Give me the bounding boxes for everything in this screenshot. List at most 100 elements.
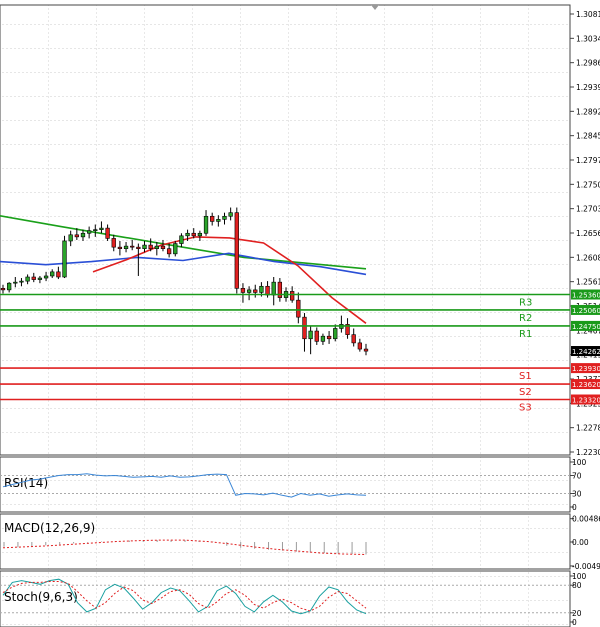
- candle-body: [222, 215, 227, 220]
- price-tick-label: 1.27500: [576, 180, 600, 189]
- price-tick-label: 1.22300: [576, 448, 600, 457]
- candle-body: [246, 289, 252, 293]
- price-tick-label: 1.26560: [576, 229, 600, 238]
- candle-body: [308, 330, 313, 340]
- candle-body: [99, 227, 104, 230]
- candle-body: [228, 212, 233, 217]
- moving-average-line: [0, 252, 367, 276]
- candle-body: [166, 248, 172, 255]
- macd-label: MACD(12,26,9): [4, 521, 95, 535]
- candle-body: [130, 245, 135, 248]
- candle-body: [56, 271, 61, 278]
- candle-body: [203, 215, 209, 234]
- price-tick-label: 1.25610: [576, 278, 600, 287]
- macd-panel: MACD(12,26,9) 0.00486 0.00 -0.00499: [0, 513, 600, 571]
- candle-body: [185, 232, 190, 237]
- candle-body: [37, 277, 43, 280]
- indicator-tick-label: 30: [572, 490, 582, 499]
- rsi-line: [2, 473, 367, 498]
- indicator-tick-label: 0.00486: [572, 515, 600, 524]
- candle-body: [148, 244, 153, 249]
- indicator-tick-label: 0: [572, 503, 577, 512]
- current-price-bg: [571, 346, 600, 357]
- current-price-label: 1.24262: [572, 348, 600, 356]
- candle-body: [345, 324, 350, 335]
- candle-body: [31, 276, 36, 280]
- candle-body: [302, 316, 307, 340]
- pivot-level-tag-bg: [571, 304, 600, 315]
- price-tick-label: 1.29390: [576, 83, 600, 92]
- current-price-tag: 1.24262: [571, 346, 600, 357]
- indicator-tick-label: 100: [572, 458, 587, 467]
- candle-body: [240, 288, 246, 293]
- price-tick-label: 1.30340: [576, 34, 600, 43]
- stochastic-k-line: [2, 578, 367, 615]
- candle-body: [179, 235, 184, 244]
- candle-body: [290, 291, 295, 301]
- rsi-series: [0, 473, 570, 498]
- candle-body: [234, 212, 239, 289]
- candle-body: [296, 299, 301, 318]
- candle-body: [216, 219, 221, 222]
- indicator-tick-label: 70: [572, 472, 582, 481]
- pivot-level-name: R3: [519, 298, 532, 309]
- candle-body: [62, 240, 67, 278]
- price-tick-label: 1.22780: [576, 424, 600, 433]
- indicator-tick-label: 80: [572, 581, 582, 590]
- candle-body: [160, 245, 166, 249]
- candle-body: [68, 234, 73, 242]
- candle-body: [210, 215, 215, 222]
- pivot-level-tag-bg: [571, 289, 600, 300]
- macd-panel-frame: [0, 513, 571, 570]
- candle-body: [271, 281, 276, 296]
- candle-body: [117, 246, 123, 249]
- candle-body: [191, 232, 196, 237]
- macd-axis-ticks: 0.00486 0.00 -0.00499: [570, 515, 600, 571]
- candle-body: [363, 348, 369, 352]
- indicator-tick-label: -0.00499: [572, 562, 600, 571]
- pivot-level-tag: 1.25060: [572, 307, 600, 315]
- pivot-level-tag-bg: [571, 394, 600, 405]
- stochastic-label: Stoch(9,6,3): [4, 590, 78, 604]
- candle-body: [253, 289, 258, 293]
- pivot-level-tag-bg: [571, 320, 600, 331]
- price-tick-label: 1.28450: [576, 132, 600, 141]
- pivot-level-tag: 1.23320: [572, 397, 600, 405]
- rsi-panel-frame: [0, 456, 571, 513]
- candle-body: [357, 342, 362, 350]
- candle-body: [142, 244, 147, 249]
- price-tick-label: 1.27970: [576, 156, 600, 165]
- candle-body: [259, 285, 264, 293]
- price-tick-label: 1.27030: [576, 205, 600, 214]
- pivot-level-tag-bg: [571, 379, 600, 390]
- price-axis-ticks: 1.30810 1.30340 1.29860 1.29390 1.28920 1.284…: [570, 10, 600, 457]
- rsi-panel: RSI(14) 100 70 30 0: [0, 456, 587, 513]
- price-tick-label: 1.30810: [576, 10, 600, 19]
- pivot-level-name: S2: [519, 387, 532, 398]
- candle-body: [43, 275, 49, 279]
- pivot-level-tag: 1.23930: [572, 365, 600, 373]
- macd-series: [2, 539, 367, 555]
- indicator-tick-label: 100: [572, 572, 587, 581]
- scroll-marker-icon[interactable]: [371, 5, 379, 10]
- candle-body: [93, 229, 98, 231]
- candle-body: [154, 245, 159, 249]
- candle-body: [351, 334, 356, 344]
- moving-average-line: [0, 215, 367, 270]
- candle-body: [74, 234, 79, 238]
- candle-body: [105, 227, 110, 239]
- pivot-level-tag: 1.25360: [572, 292, 600, 300]
- candle-body: [0, 288, 6, 291]
- candle-body: [25, 276, 30, 282]
- candle-body: [86, 230, 92, 234]
- candle-body: [123, 245, 129, 249]
- pivot-level-tag: 1.24750: [572, 323, 600, 331]
- pivot-level-name: S1: [519, 371, 532, 382]
- rsi-label: RSI(14): [4, 476, 48, 490]
- pivot-level-name: S3: [519, 403, 532, 414]
- price-tick-label: 1.29860: [576, 59, 600, 68]
- candle-body: [173, 243, 178, 255]
- pivot-level-name: R1: [519, 329, 532, 340]
